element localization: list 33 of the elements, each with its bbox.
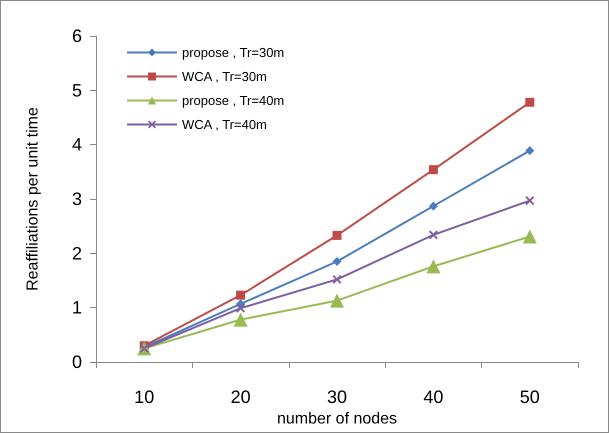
point (234, 312, 248, 327)
point (525, 98, 534, 107)
legend-label: WCA , Tr=40m (182, 117, 267, 132)
y-tick-label: 0 (72, 352, 82, 372)
y-tick-label: 4 (72, 134, 82, 155)
point (525, 196, 534, 206)
x-tick-label: 20 (230, 387, 251, 407)
point (332, 274, 342, 284)
point (428, 202, 438, 211)
x-tick-label: 10 (134, 387, 154, 407)
y-tick-label: 3 (72, 189, 82, 209)
legend-label: propose , Tr=40m (182, 93, 284, 108)
point (332, 230, 342, 240)
legend-label: WCA , Tr=30m (182, 69, 267, 84)
point (236, 290, 246, 300)
y-tick-label: 2 (72, 243, 82, 264)
y-tick-label: 6 (72, 26, 82, 46)
point (428, 165, 438, 174)
x-tick-label: 50 (520, 387, 540, 407)
point (426, 259, 440, 274)
point (428, 230, 438, 240)
point (332, 256, 342, 266)
y-tick-label: 1 (72, 298, 82, 318)
point (525, 146, 534, 156)
y-tick-label: 5 (72, 80, 82, 100)
x-tick-label: 30 (326, 387, 348, 407)
point (236, 304, 246, 313)
point (522, 229, 537, 244)
point (330, 294, 344, 308)
x-axis-title: number of nodes (276, 410, 398, 428)
x-tick-label: 40 (423, 387, 444, 407)
y-axis-title: Reaffiliations per unit time (24, 107, 42, 291)
legend-label: propose , Tr=30m (182, 45, 284, 60)
